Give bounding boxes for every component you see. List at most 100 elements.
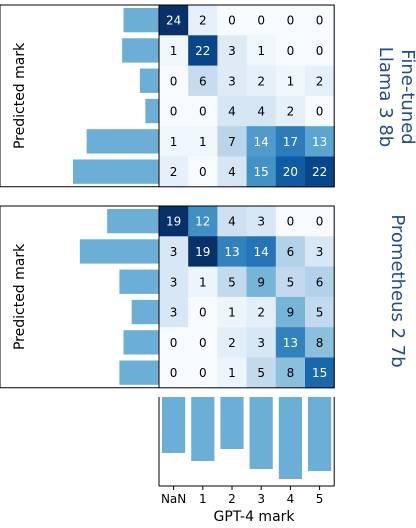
cell-value-label: 0 [199,165,207,179]
cell-value-label: 19 [195,245,210,259]
heatmap-cell [305,5,335,36]
heatmap-cell [305,95,335,127]
column-tick-label: 2 [228,492,236,506]
cell-value-label: 1 [287,74,295,88]
heatmap-cell [159,327,189,358]
heatmap-cell [275,206,306,237]
cell-value-label: 2 [199,14,207,28]
heatmap-cell [275,357,306,389]
heatmap-cell [275,236,306,268]
heatmap-cell [246,296,277,328]
heatmap-cell [159,65,189,97]
heatmap-cell [275,296,306,328]
cell-value-label: 13 [224,245,239,259]
heatmap-panel-2: 19 12 4 3 0 03 19 13 14 6 33 1 5 9 5 63 0 1 2 9 50 0 2 3 13 80 0 1 5… [0,205,408,506]
cell-value-label: 6 [316,275,324,289]
heatmap-cell [305,126,335,157]
heatmap-cell [159,236,189,268]
heatmap-cell [275,35,306,67]
heatmap-cell [305,357,335,389]
panel-title: Prometheus 2 7b [387,214,408,367]
heatmap-cell [188,126,218,157]
row-marginal-bar [119,360,159,385]
column-marginal-bar [162,397,186,453]
cell-value-label: 1 [199,275,207,289]
heatmap-cell [217,156,248,188]
cell-value-label: 17 [283,135,298,149]
row-marginal-bar [73,159,159,184]
column-marginal-bar [308,397,332,471]
heatmap-cell [305,35,335,67]
heatmap-cell [159,126,189,157]
column-tick-label: 4 [287,492,295,506]
heatmap-cell [188,296,218,328]
cell-value-label: 5 [316,306,324,320]
cell-value-label: 3 [257,215,265,229]
cell-value-label: 0 [199,105,207,119]
heatmap-cell [188,266,218,298]
heatmap-cell [217,296,248,328]
cell-value-label: 0 [316,105,324,119]
cell-value-label: 4 [228,215,236,229]
heatmap-cell [217,65,248,97]
row-marginal-bar [86,129,159,154]
heatmap-cell [246,236,277,268]
cell-value-label: 12 [195,215,210,229]
cell-value-label: 2 [170,165,178,179]
heatmap-frame [158,4,335,188]
cell-value-label: 3 [170,275,178,289]
cell-value-label: 15 [254,165,269,179]
heatmap-cell [217,5,248,36]
cell-value-label: 3 [257,336,265,350]
heatmap-cell [217,95,248,127]
cell-value-label: 0 [170,366,178,380]
cell-value-label: 1 [228,366,236,380]
heatmap-cell [305,296,335,328]
heatmap-cell [159,35,189,67]
heatmap-cell [305,266,335,298]
cell-value-label: 3 [170,306,178,320]
heatmap-cell [188,5,218,36]
cell-value-label: 9 [287,306,295,320]
column-marginal-bar [220,397,244,449]
heatmap-cell [217,126,248,157]
column-marginal-bar [191,397,215,461]
heatmap-cell [217,357,248,389]
cell-value-label: 0 [199,306,207,320]
heatmap-cell [188,206,218,237]
heatmap-cell [159,357,189,389]
cell-value-label: 6 [199,74,207,88]
heatmap-cell [188,327,218,358]
heatmap-cell [217,236,248,268]
cell-value-label: 15 [312,366,327,380]
cell-value-label: 22 [195,44,210,58]
heatmap-cell [246,126,277,157]
row-marginal-bar [119,269,159,294]
cell-value-label: 1 [228,306,236,320]
cell-value-label: 2 [257,306,265,320]
cell-value-label: 7 [228,135,236,149]
heatmap-cell [217,35,248,67]
heatmap-cell [246,357,277,389]
column-marginal-bar [249,397,273,469]
heatmap-cell [159,95,189,127]
heatmap-cell [305,206,335,237]
heatmap-cell [275,65,306,97]
heatmap-frame [158,205,335,389]
cell-value-label: 9 [257,275,265,289]
cell-value-label: 3 [228,74,236,88]
row-marginal-bar [145,98,159,124]
cell-value-label: 1 [170,44,178,58]
heatmap-cell [246,5,277,36]
cell-value-label: 0 [170,74,178,88]
panel-title-line: Llama 3 8b [375,47,396,147]
cell-value-label: 5 [257,366,265,380]
heatmap-cell [188,236,218,268]
cell-value-label: 24 [166,14,181,28]
panel-title: Fine-tunedLlama 3 8b [375,47,416,147]
heatmap-cell [159,156,189,188]
x-axis-label: GPT-4 mark [213,509,295,525]
heatmap-cell [246,206,277,237]
row-marginal-bar [131,299,159,325]
